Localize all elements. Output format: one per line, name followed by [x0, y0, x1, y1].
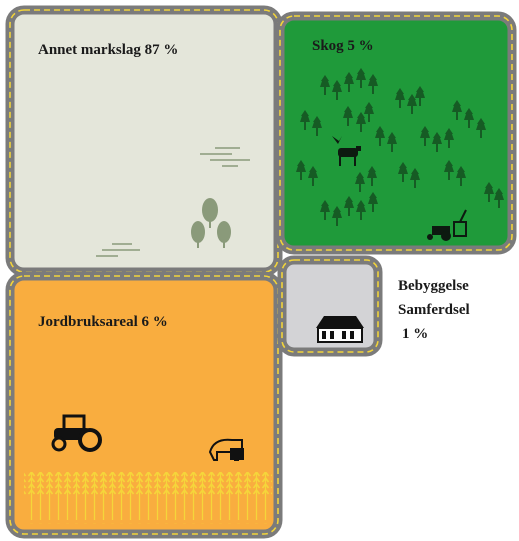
panel-label: Jordbruksareal 6 %	[38, 314, 168, 330]
panel-label: Bebyggelse	[398, 278, 469, 294]
panel-label: Skog 5 %	[312, 38, 374, 54]
panel-label: Samferdsel	[398, 302, 470, 318]
wheat-icon	[24, 472, 272, 524]
panel-jordbruk: Jordbruksareal 6 %	[10, 276, 278, 534]
panel-annet: Annet markslag 87 %	[10, 10, 278, 272]
house-icon	[316, 316, 364, 342]
panel-label: 1 %	[402, 326, 428, 342]
land-use-diagram: Annet markslag 87 % Skog 5 %	[0, 0, 519, 541]
panel-label: Annet markslag 87 %	[38, 42, 178, 58]
panel-bebyggelse: Bebyggelse Samferdsel 1 %	[282, 260, 470, 352]
panel-skog: Skog 5 %	[280, 16, 512, 250]
